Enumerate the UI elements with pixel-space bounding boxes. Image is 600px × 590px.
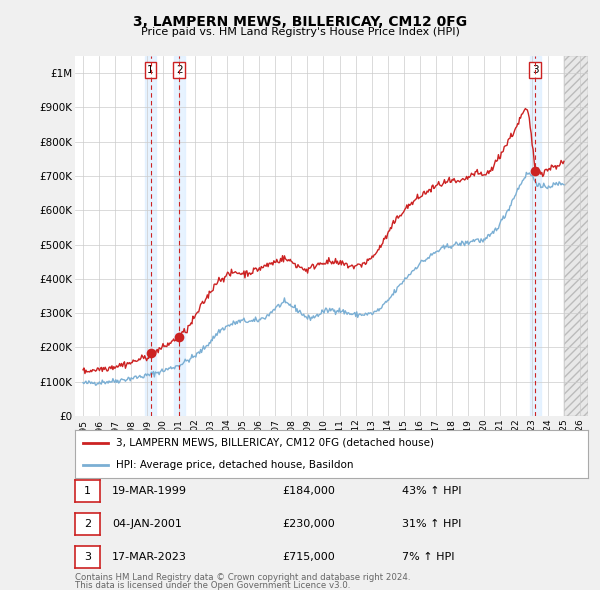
Text: 31% ↑ HPI: 31% ↑ HPI [402,519,461,529]
Text: 2: 2 [84,519,91,529]
Bar [174,56,185,416]
Text: 7% ↑ HPI: 7% ↑ HPI [402,552,455,562]
Text: 2: 2 [176,65,182,75]
Text: 04-JAN-2001: 04-JAN-2001 [112,519,182,529]
Bar [145,56,156,416]
Text: 17-MAR-2023: 17-MAR-2023 [112,552,187,562]
Text: 43% ↑ HPI: 43% ↑ HPI [402,486,461,496]
Text: 1: 1 [84,486,91,496]
Text: 3: 3 [532,65,539,75]
Text: 1: 1 [147,65,154,75]
Bar [530,56,541,416]
Text: 19-MAR-1999: 19-MAR-1999 [112,486,187,496]
Text: £230,000: £230,000 [282,519,335,529]
Text: 3: 3 [84,552,91,562]
Text: 3, LAMPERN MEWS, BILLERICAY, CM12 0FG: 3, LAMPERN MEWS, BILLERICAY, CM12 0FG [133,15,467,29]
Text: This data is licensed under the Open Government Licence v3.0.: This data is licensed under the Open Gov… [75,581,350,590]
Text: 3, LAMPERN MEWS, BILLERICAY, CM12 0FG (detached house): 3, LAMPERN MEWS, BILLERICAY, CM12 0FG (d… [116,438,434,448]
Text: Contains HM Land Registry data © Crown copyright and database right 2024.: Contains HM Land Registry data © Crown c… [75,572,410,582]
Text: Price paid vs. HM Land Registry's House Price Index (HPI): Price paid vs. HM Land Registry's House … [140,27,460,37]
Text: £715,000: £715,000 [282,552,335,562]
Text: £184,000: £184,000 [282,486,335,496]
Text: HPI: Average price, detached house, Basildon: HPI: Average price, detached house, Basi… [116,460,353,470]
